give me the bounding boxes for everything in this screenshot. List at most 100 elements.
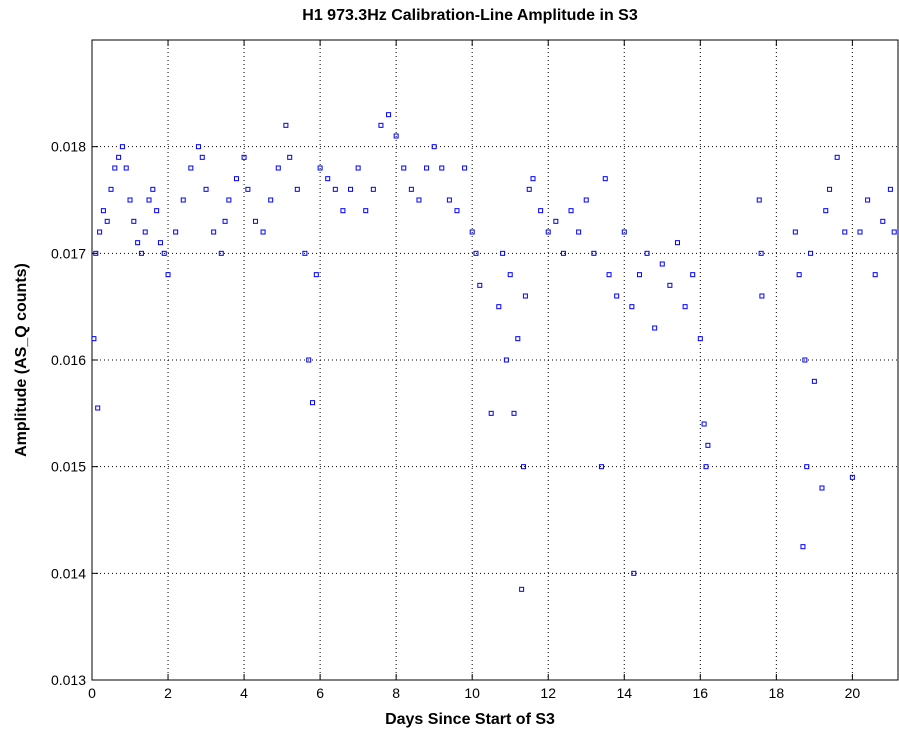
point [462,165,468,171]
point [454,208,460,214]
point [386,112,392,118]
point [703,464,709,470]
point [644,250,650,256]
point [530,176,536,182]
point [538,208,544,214]
point [759,293,765,299]
point [629,304,635,310]
point [553,218,559,224]
point [568,208,574,214]
point [313,272,319,278]
point [701,421,707,427]
x-tick-label: 2 [164,685,172,701]
point [408,186,414,192]
x-tick-label: 14 [616,685,632,701]
point [317,165,323,171]
point [100,208,106,214]
point [310,400,316,406]
point [591,250,597,256]
point [849,474,855,480]
point [690,272,696,278]
point [519,586,525,592]
x-tick-label: 4 [240,685,248,701]
point [325,176,331,182]
y-tick-label: 0.015 [51,459,86,475]
point [97,229,103,235]
point [526,186,532,192]
point [226,197,232,203]
x-axis-label: Days Since Start of S3 [385,711,555,728]
point [636,272,642,278]
point [93,250,99,256]
point [682,304,688,310]
point [667,282,673,288]
point [800,544,806,550]
x-tick-label: 6 [316,685,324,701]
point [180,197,186,203]
x-tick-label: 8 [392,685,400,701]
point [157,240,163,246]
point [576,229,582,235]
point [583,197,589,203]
point [401,165,407,171]
point [503,357,509,363]
x-tick-label: 0 [88,685,96,701]
point [108,186,114,192]
point [199,154,205,160]
point [173,229,179,235]
point [496,304,502,310]
point [131,218,137,224]
x-tick-label: 18 [769,685,785,701]
point [275,165,281,171]
point [245,186,251,192]
point [203,186,209,192]
point [652,325,658,331]
point [378,122,384,128]
point [811,378,817,384]
point [241,154,247,160]
point [446,197,452,203]
x-tick-label: 12 [540,685,556,701]
point [705,442,711,448]
point [116,154,122,160]
point [521,464,527,470]
point [416,197,422,203]
point [857,229,863,235]
point [355,165,361,171]
point [674,240,680,246]
point [477,282,483,288]
point [758,250,764,256]
point [91,336,97,342]
y-tick-label: 0.014 [51,565,86,581]
point [606,272,612,278]
point [95,405,101,411]
point [348,186,354,192]
point [823,208,829,214]
point [188,165,194,171]
x-tick-label: 20 [845,685,861,701]
point [287,154,293,160]
point [146,197,152,203]
point [161,250,167,256]
point [545,229,551,235]
point [488,410,494,416]
point [233,176,239,182]
point [697,336,703,342]
point [424,165,430,171]
point [127,197,133,203]
point [439,165,445,171]
point [834,154,840,160]
point [154,208,160,214]
point [393,133,399,139]
point [827,186,833,192]
point [268,197,274,203]
point [283,122,289,128]
point [119,144,125,150]
point [104,218,110,224]
point [756,197,762,203]
point [515,336,521,342]
point [112,165,118,171]
point [165,272,171,278]
point [887,186,893,192]
